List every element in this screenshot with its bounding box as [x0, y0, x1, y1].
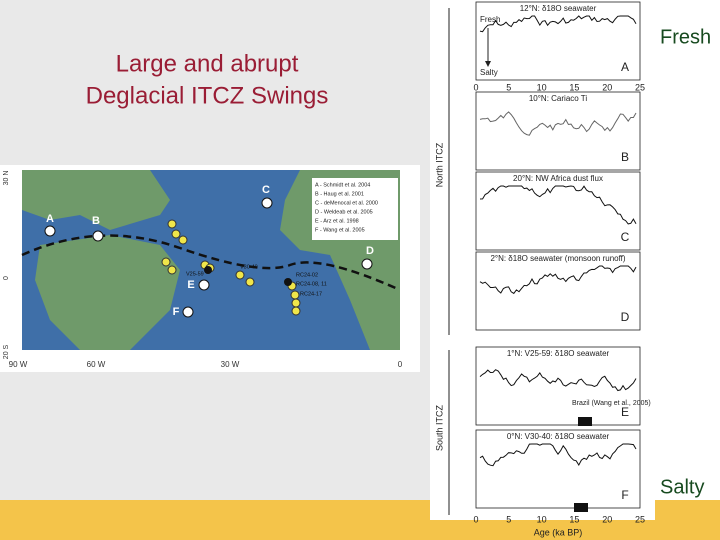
core-dot	[167, 219, 177, 229]
site-label: C	[262, 184, 270, 196]
core-dot	[178, 235, 188, 245]
x-axis-label: Age (ka BP)	[534, 527, 583, 537]
panel-letter: D	[621, 310, 630, 324]
x-tick-label: 0	[473, 82, 478, 92]
figure-panel	[430, 0, 655, 520]
side-label: North ITCZ	[434, 142, 444, 187]
fresh-label: Fresh	[660, 26, 711, 48]
x-tick-label: 15	[569, 82, 579, 92]
series-line	[479, 443, 637, 467]
itcz-line	[21, 234, 401, 292]
panel-title: 0°N: V30-40: δ18O seawater	[507, 432, 610, 441]
panel-letter: F	[621, 488, 628, 502]
site-marker	[44, 225, 56, 237]
bar-marker	[578, 417, 592, 426]
site-marker	[361, 258, 373, 270]
core-label: RC24-02	[296, 272, 318, 278]
land	[35, 235, 180, 350]
lon-tick: 60 W	[87, 360, 106, 369]
series-line	[479, 15, 637, 33]
map-legend	[312, 178, 398, 240]
lat-tick: 30 N	[3, 171, 10, 186]
legend-entry: E - Arz et al. 1998	[315, 218, 359, 224]
panel-frame	[475, 429, 641, 509]
x-tick-label: 25	[635, 514, 645, 524]
lon-tick: 30 W	[221, 360, 240, 369]
site-marker	[92, 230, 104, 242]
panel-frame	[475, 171, 641, 251]
core-dot	[167, 265, 177, 275]
core-dot	[245, 277, 255, 287]
panel-frame	[475, 251, 641, 331]
panel-letter: A	[621, 60, 629, 74]
core-dot	[291, 306, 301, 316]
legend-entry: B - Haug et al. 2001	[315, 191, 364, 197]
arrow-salty: Salty	[480, 68, 498, 77]
legend-entry: F - Wang et al. 2005	[315, 227, 365, 233]
core-dot	[284, 278, 292, 286]
panel-letter: C	[621, 230, 630, 244]
bar-marker	[574, 503, 588, 512]
x-tick-label: 10	[537, 514, 547, 524]
series-line	[479, 111, 637, 136]
lon-tick: 90 W	[9, 360, 28, 369]
land	[22, 170, 170, 230]
panel-letter: E	[621, 405, 629, 419]
site-marker	[182, 306, 194, 318]
core-label: RC24-08, 11	[296, 281, 327, 287]
x-tick-label: 0	[473, 514, 478, 524]
lat-tick: 20 S	[3, 344, 10, 359]
core-dot	[204, 266, 212, 274]
series-line	[479, 185, 637, 225]
panel-title: 20°N: NW Africa dust flux	[513, 174, 603, 183]
site-label: E	[187, 279, 194, 291]
panel-frame	[475, 1, 641, 81]
panel-frame	[475, 91, 641, 171]
site-label: F	[173, 306, 180, 318]
figure: 12°N: δ18O seawater A 10°N: Cariaco Ti B 20°…	[434, 1, 651, 537]
arrow-fresh: Fresh	[480, 15, 500, 24]
x-tick-label: 15	[569, 514, 579, 524]
salty-label: Salty	[660, 476, 704, 498]
legend-entry: A - Schmidt et al. 2004	[315, 182, 370, 188]
x-tick-label: 5	[506, 82, 511, 92]
x-tick-label: 5	[506, 514, 511, 524]
panel-letter: B	[621, 150, 629, 164]
panel-title: 2°N: δ18O seawater (monsoon runoff)	[490, 254, 625, 263]
site-label: B	[92, 215, 100, 227]
x-tick-label: 20	[602, 82, 612, 92]
side-label: South ITCZ	[434, 404, 444, 451]
core-dot	[171, 229, 181, 239]
core-dot	[235, 270, 245, 280]
slide-title: Large and abrupt	[116, 50, 299, 77]
legend-entry: D - Weldeab et al. 2005	[315, 209, 373, 215]
core-label: V30-40	[240, 264, 258, 270]
x-tick-label: 10	[537, 82, 547, 92]
panel-title: 12°N: δ18O seawater	[520, 4, 597, 13]
core-label: RC24-17	[300, 291, 322, 297]
series-line	[479, 369, 637, 392]
core-dot	[290, 290, 300, 300]
core-label: V25-59	[186, 271, 204, 277]
core-dot	[161, 257, 171, 267]
legend-entry: C - deMenocal et al. 2000	[315, 200, 378, 206]
site-label: A	[46, 213, 54, 225]
x-tick-label: 25	[635, 82, 645, 92]
core-dot	[291, 298, 301, 308]
x-tick-label: 20	[602, 514, 612, 524]
panel-title: 10°N: Cariaco Ti	[529, 94, 588, 103]
panel-frame	[475, 346, 641, 426]
side-area	[655, 0, 720, 500]
lat-tick: 0	[3, 276, 10, 280]
site-marker	[198, 279, 210, 291]
panel-title: 1°N: V25-59: δ18O seawater	[507, 349, 610, 358]
site-label: D	[366, 245, 374, 257]
lon-tick: 0	[398, 360, 403, 369]
slide-title: Deglacial ITCZ Swings	[86, 82, 329, 109]
series-line	[479, 265, 637, 295]
brazil-note: Brazil (Wang et al., 2005)	[572, 400, 651, 407]
site-marker	[261, 197, 273, 209]
